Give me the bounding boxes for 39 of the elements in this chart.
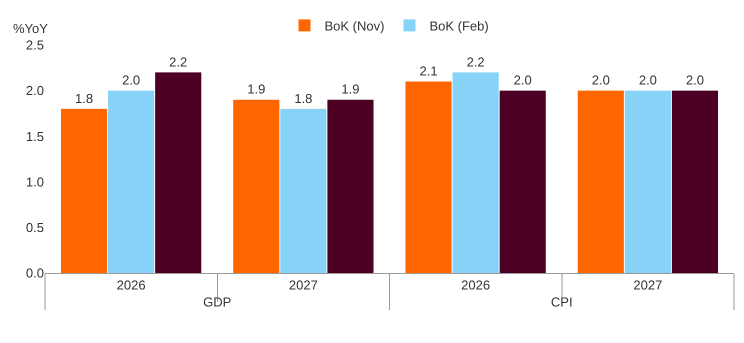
data-label: 2.0 bbox=[122, 72, 140, 88]
data-label: 1.9 bbox=[341, 82, 360, 97]
text: CPI bbox=[550, 294, 573, 310]
x-tick-label: 2026 bbox=[116, 278, 146, 293]
data-label: 2.0 bbox=[514, 72, 532, 88]
data-label: 2.2 bbox=[169, 54, 188, 70]
bar bbox=[624, 90, 671, 273]
legend-label: BoK (Feb) bbox=[429, 18, 489, 34]
y-tick-label: 0.5 bbox=[26, 220, 44, 235]
y-tick-label: 1.0 bbox=[26, 174, 44, 190]
data-label: 1.9 bbox=[247, 82, 266, 97]
bar bbox=[672, 90, 718, 273]
x-tick-label: 2027 bbox=[288, 278, 318, 293]
y-tick-label: 2.0 bbox=[26, 83, 44, 98]
data-label: 1.8 bbox=[294, 90, 312, 106]
data-label: 2.0 bbox=[686, 72, 704, 88]
bar bbox=[60, 108, 108, 273]
bar bbox=[108, 90, 154, 273]
y-tick-label: 0.0 bbox=[26, 266, 44, 281]
data-label: 2.1 bbox=[420, 63, 438, 78]
bar bbox=[233, 100, 280, 273]
data-label: 2.2 bbox=[466, 54, 485, 70]
data-label: 2.0 bbox=[638, 72, 657, 88]
y-tick-label: 1.5 bbox=[26, 128, 44, 144]
bar bbox=[578, 90, 624, 273]
x-tick-label: 2026 bbox=[461, 278, 490, 293]
x-tick-label: 2027 bbox=[633, 278, 662, 293]
bar bbox=[452, 72, 499, 273]
bar bbox=[280, 108, 326, 273]
bar bbox=[155, 72, 202, 273]
y-tick-label: 2.5 bbox=[26, 38, 44, 53]
bar bbox=[500, 90, 546, 273]
legend-label: BoK (Nov) bbox=[324, 18, 384, 34]
data-label: 1.8 bbox=[75, 90, 94, 106]
text: GDP bbox=[203, 294, 232, 310]
data-label: 2.0 bbox=[592, 72, 610, 88]
bar bbox=[327, 100, 374, 273]
y-axis-title: %YoY bbox=[13, 21, 48, 36]
bar bbox=[405, 81, 452, 273]
